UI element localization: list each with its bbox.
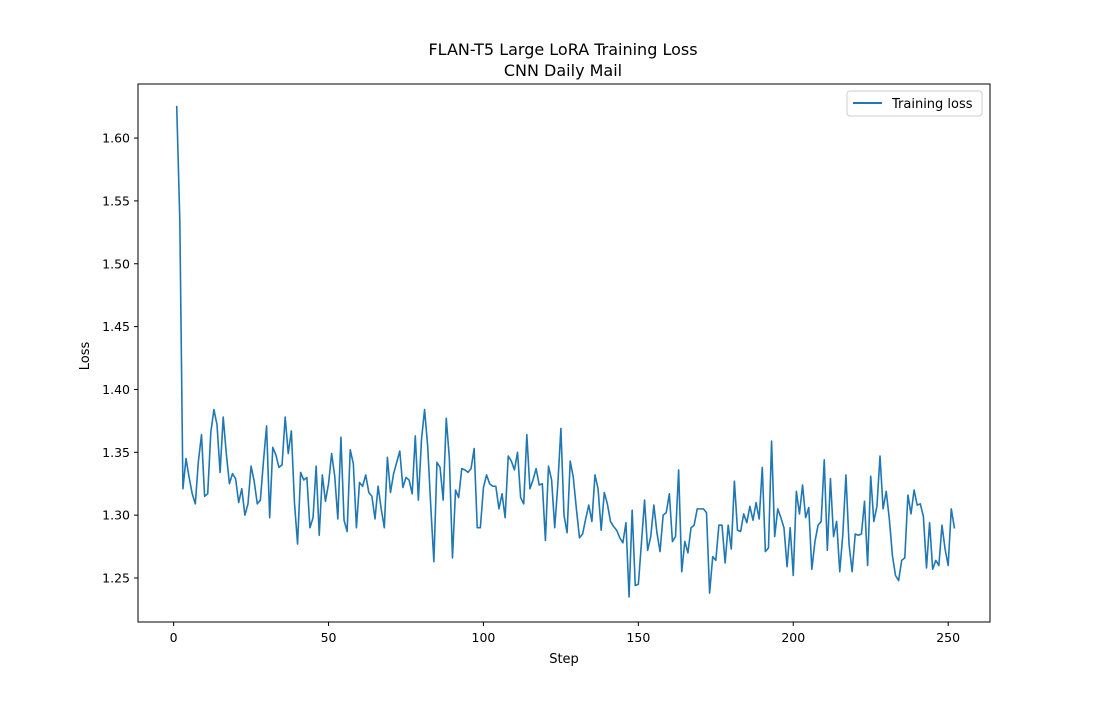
ticks-layer: 0 50 100 150 200 250 1.25 1.30 1.35 1.40 1.45 1.50 1… <box>102 131 960 645</box>
chart-subtitle: CNN Daily Mail <box>504 61 622 80</box>
x-tick-label: 100 <box>472 630 496 645</box>
y-tick-label: 1.45 <box>102 319 130 334</box>
series-layer <box>175 105 956 598</box>
y-tick-label: 1.35 <box>102 445 130 460</box>
training-loss-line <box>175 105 956 598</box>
chart-title: FLAN-T5 Large LoRA Training Loss <box>428 40 697 59</box>
y-tick-label: 1.25 <box>102 571 130 586</box>
x-tick-label: 150 <box>626 630 650 645</box>
y-tick-label: 1.60 <box>102 131 130 146</box>
legend-label: Training loss <box>891 97 973 112</box>
y-tick-label: 1.40 <box>102 382 130 397</box>
y-tick-label: 1.30 <box>102 508 130 523</box>
x-tick-label: 200 <box>781 630 805 645</box>
legend-box <box>846 90 983 117</box>
y-tick-label: 1.55 <box>102 193 130 208</box>
x-axis-label: Step <box>549 652 579 667</box>
x-tick-label: 0 <box>170 630 178 645</box>
plot-frame <box>137 83 991 623</box>
legend: Training loss <box>846 90 983 117</box>
x-tick-label: 250 <box>936 630 960 645</box>
x-tick-label: 50 <box>321 630 337 645</box>
y-tick-label: 1.50 <box>102 256 130 271</box>
y-axis-label: Loss <box>78 342 93 371</box>
